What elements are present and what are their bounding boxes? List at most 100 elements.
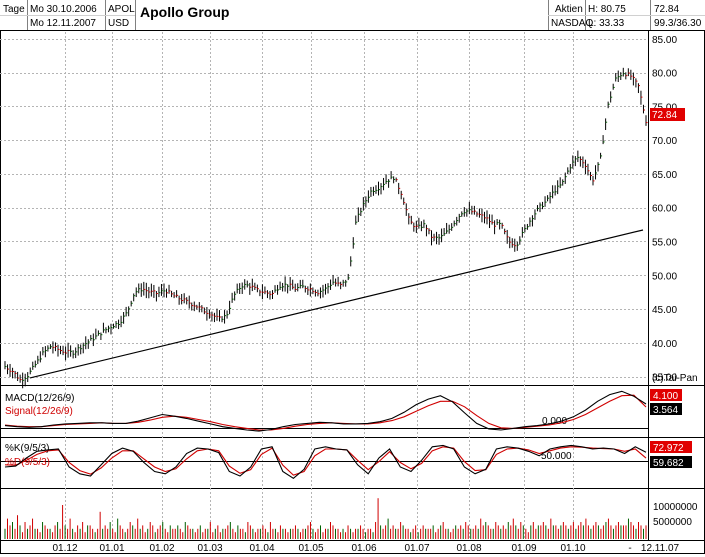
price-bar — [62, 345, 65, 356]
stoch-mid-label: 50.000 — [541, 451, 572, 462]
price-bar — [52, 341, 55, 354]
price-bar — [605, 118, 608, 131]
low-value: L: 33.33 — [588, 18, 625, 29]
price-bar — [355, 215, 358, 225]
price-bar — [325, 283, 327, 295]
price-bar — [357, 207, 360, 222]
price-bar — [569, 163, 572, 174]
price-bar — [22, 372, 25, 389]
price-bar — [418, 217, 421, 229]
price-bar — [294, 283, 297, 292]
price-bar — [468, 201, 471, 215]
price-bar — [44, 346, 47, 358]
price-bar — [92, 333, 95, 347]
k-line — [4, 444, 647, 479]
last-price-marker: 72.84 — [650, 108, 685, 121]
price-bar — [319, 287, 322, 299]
high-value: H: 80.75 — [588, 4, 626, 15]
price-bar — [494, 220, 497, 235]
price-bar — [85, 336, 88, 350]
price-bar — [266, 290, 269, 299]
price-bar — [140, 283, 143, 297]
d-last-box — [650, 456, 692, 468]
price-tick-label: 65.00 — [652, 170, 677, 181]
price-bar — [640, 90, 643, 105]
d-legend: %D(9/5/3) — [5, 457, 50, 468]
price-bar — [82, 342, 85, 354]
price-bar — [135, 287, 138, 298]
price-bar — [345, 279, 348, 287]
price-bar — [158, 286, 161, 298]
price-bar — [398, 182, 401, 195]
price-bar — [595, 165, 598, 180]
price-bar — [244, 279, 247, 290]
price-bar — [102, 322, 105, 333]
price-bar — [163, 283, 166, 298]
price-bar — [478, 208, 481, 218]
price-bar — [630, 69, 633, 80]
price-bar — [509, 236, 512, 249]
price-bar — [261, 284, 264, 300]
price-bar — [516, 241, 519, 251]
price-bar — [299, 279, 302, 289]
price-bar — [191, 302, 194, 311]
price-bar — [463, 207, 466, 217]
price-bar — [107, 325, 110, 333]
date-tick-label: 01.01 — [99, 543, 124, 554]
price-bar — [24, 373, 27, 387]
price-bar — [388, 179, 391, 188]
signal-last-value: 3.564 — [653, 405, 678, 416]
price-bar — [279, 281, 282, 291]
price-bar — [155, 291, 158, 302]
price-bar — [224, 310, 227, 324]
price-bar — [34, 360, 37, 368]
price-bar — [360, 207, 363, 217]
price-bar — [4, 361, 7, 370]
signal-legend: Signal(12/26/9) — [5, 406, 73, 417]
price-bar — [173, 292, 176, 299]
date-tick-label: 12.11.07 — [641, 543, 680, 554]
price-bar — [408, 213, 411, 225]
price-bar — [77, 344, 80, 356]
price-bar — [572, 155, 575, 169]
price-bar — [181, 293, 184, 305]
price-bar — [193, 301, 196, 312]
price-bar — [32, 361, 35, 370]
price-bar — [120, 315, 123, 328]
header-bar: Tage Mo 30.10.2006 Mo 12.11.2007 APOL US… — [0, 0, 705, 31]
price-bar — [365, 196, 368, 208]
price-bar — [39, 351, 42, 363]
price-bar — [70, 345, 73, 357]
price-bar — [337, 276, 340, 287]
price-bar — [645, 115, 648, 126]
price-bar — [143, 281, 146, 296]
copyright-label: (c)Tai-Pan — [652, 373, 698, 384]
price-tick-label: 45.00 — [652, 305, 677, 316]
price-bar — [635, 78, 638, 88]
price-bar — [307, 286, 310, 295]
price-bar — [587, 163, 590, 176]
price-bar — [211, 311, 214, 322]
price-bar — [241, 282, 244, 294]
price-bar — [524, 224, 527, 233]
price-bar — [413, 222, 416, 232]
price-bar — [425, 224, 428, 237]
panel-frames — [0, 30, 705, 554]
price-bar — [259, 289, 262, 297]
price-bar — [589, 171, 592, 181]
price-bar — [342, 279, 345, 287]
price-tick-label: 80.00 — [652, 69, 677, 80]
price-bar — [302, 279, 305, 289]
price-bar — [176, 290, 179, 298]
price-bar — [612, 83, 615, 90]
price-bar — [526, 223, 529, 230]
last-price-axis-label: 72.84 — [652, 110, 677, 121]
price-bar — [80, 344, 83, 355]
d-line — [4, 446, 647, 476]
price-bar — [183, 293, 186, 304]
price-tick-label: 85.00 — [652, 35, 677, 46]
price-bar — [213, 312, 216, 323]
price-bar — [544, 196, 547, 207]
price-bar — [415, 220, 418, 233]
